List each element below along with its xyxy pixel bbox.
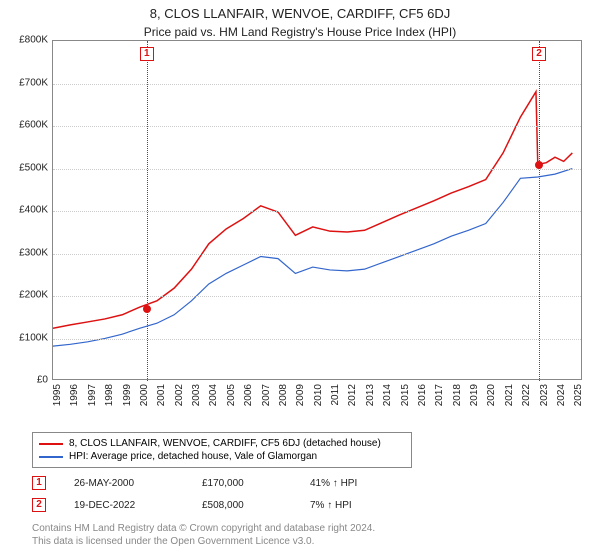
x-tick-label: 2004 [208, 384, 219, 406]
x-tick-label: 2016 [417, 384, 428, 406]
footer-attribution: Contains HM Land Registry data © Crown c… [32, 522, 375, 548]
y-tick-label: £800K [0, 35, 48, 46]
x-tick-label: 2007 [261, 384, 272, 406]
y-axis: £0£100K£200K£300K£400K£500K£600K£700K£80… [0, 40, 52, 400]
gridline [53, 126, 581, 127]
chart-area: £0£100K£200K£300K£400K£500K£600K£700K£80… [0, 40, 600, 400]
marker-line-2 [539, 41, 540, 381]
y-tick-label: £300K [0, 247, 48, 258]
x-tick-label: 2014 [382, 384, 393, 406]
event-marker: 2 [32, 498, 46, 512]
x-tick-label: 1999 [122, 384, 133, 406]
gridline [53, 296, 581, 297]
event-row: 1 26-MAY-2000 £170,000 41% ↑ HPI [32, 472, 390, 494]
event-date: 19-DEC-2022 [74, 500, 174, 511]
x-tick-label: 2018 [452, 384, 463, 406]
x-axis: 1995 1996 1997 1998 1999 2000 2001 2002 2003 2004… [52, 380, 582, 420]
plot-area: 12 [52, 40, 582, 380]
x-tick-label: 2005 [226, 384, 237, 406]
y-tick-label: £700K [0, 77, 48, 88]
footer-line1: Contains HM Land Registry data © Crown c… [32, 522, 375, 535]
legend-swatch [39, 456, 63, 458]
legend-item: HPI: Average price, detached house, Vale… [39, 450, 405, 463]
footer-line2: This data is licensed under the Open Gov… [32, 535, 375, 548]
x-tick-label: 2020 [486, 384, 497, 406]
x-tick-label: 2022 [521, 384, 532, 406]
event-pct: 41% ↑ HPI [310, 478, 390, 489]
gridline [53, 211, 581, 212]
x-tick-label: 2021 [504, 384, 515, 406]
x-tick-label: 2019 [469, 384, 480, 406]
marker-dot-1 [143, 305, 151, 313]
event-date: 26-MAY-2000 [74, 478, 174, 489]
chart-title: 8, CLOS LLANFAIR, WENVOE, CARDIFF, CF5 6… [0, 0, 600, 21]
x-tick-label: 2003 [191, 384, 202, 406]
x-tick-label: 1995 [52, 384, 63, 406]
x-tick-label: 2001 [156, 384, 167, 406]
gridline [53, 339, 581, 340]
y-tick-label: £200K [0, 290, 48, 301]
event-pct: 7% ↑ HPI [310, 500, 390, 511]
x-tick-label: 2006 [243, 384, 254, 406]
x-tick-label: 2000 [139, 384, 150, 406]
x-tick-label: 2011 [330, 384, 341, 406]
event-table: 1 26-MAY-2000 £170,000 41% ↑ HPI 2 19-DEC-202… [32, 472, 390, 516]
x-tick-label: 2015 [400, 384, 411, 406]
series-hpi [53, 169, 572, 347]
x-tick-label: 2025 [573, 384, 584, 406]
event-price: £508,000 [202, 500, 282, 511]
legend-item: 8, CLOS LLANFAIR, WENVOE, CARDIFF, CF5 6… [39, 437, 405, 450]
y-tick-label: £0 [0, 375, 48, 386]
gridline [53, 254, 581, 255]
marker-label-1: 1 [140, 47, 154, 61]
x-tick-label: 2017 [434, 384, 445, 406]
y-tick-label: £600K [0, 120, 48, 131]
x-tick-label: 2009 [295, 384, 306, 406]
x-tick-label: 2010 [313, 384, 324, 406]
event-price: £170,000 [202, 478, 282, 489]
y-tick-label: £500K [0, 162, 48, 173]
gridline [53, 84, 581, 85]
event-marker: 1 [32, 476, 46, 490]
x-tick-label: 2002 [174, 384, 185, 406]
line-layer [53, 41, 581, 379]
marker-dot-2 [535, 161, 543, 169]
x-tick-label: 1996 [69, 384, 80, 406]
marker-label-2: 2 [532, 47, 546, 61]
series-property [53, 92, 572, 329]
legend-swatch [39, 443, 63, 445]
legend-label: HPI: Average price, detached house, Vale… [69, 451, 317, 462]
gridline [53, 169, 581, 170]
x-tick-label: 2023 [539, 384, 550, 406]
x-tick-label: 1998 [104, 384, 115, 406]
x-tick-label: 1997 [87, 384, 98, 406]
x-tick-label: 2012 [347, 384, 358, 406]
marker-line-1 [147, 41, 148, 381]
chart-subtitle: Price paid vs. HM Land Registry's House … [0, 21, 600, 39]
y-tick-label: £100K [0, 332, 48, 343]
legend-box: 8, CLOS LLANFAIR, WENVOE, CARDIFF, CF5 6… [32, 432, 412, 468]
event-row: 2 19-DEC-2022 £508,000 7% ↑ HPI [32, 494, 390, 516]
y-tick-label: £400K [0, 205, 48, 216]
x-tick-label: 2008 [278, 384, 289, 406]
x-tick-label: 2024 [556, 384, 567, 406]
legend-label: 8, CLOS LLANFAIR, WENVOE, CARDIFF, CF5 6… [69, 438, 381, 449]
x-tick-label: 2013 [365, 384, 376, 406]
